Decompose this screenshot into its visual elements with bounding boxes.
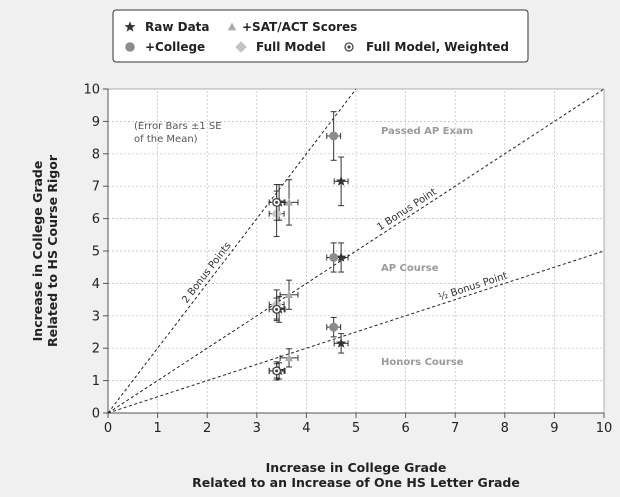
y-tick-label-0: 0 (92, 407, 100, 422)
x-tick-label-5: 5 (352, 421, 360, 436)
y-tick-label-9: 9 (92, 115, 100, 130)
x-tick-label-0: 0 (104, 421, 112, 436)
y-tick-label-4: 4 (92, 277, 100, 292)
x-tick-label-1: 1 (153, 421, 161, 436)
series-0-point-3 (335, 175, 347, 186)
series-4-point-2-dot (275, 369, 279, 373)
data-series (268, 111, 349, 381)
y-axis-title-line2: Related to HS Course Rigor (45, 154, 60, 347)
legend: Raw Data +SAT/ACT Scores +College Full Mode… (112, 9, 529, 63)
y-tick-label-7: 7 (92, 180, 100, 195)
legend-label-4: Full Model, Weighted (366, 40, 509, 54)
series-2-point-0 (329, 131, 339, 141)
axes: 0 1 2 3 4 5 6 7 8 9 10 0 1 2 3 4 5 6 7 8 9 10 (83, 83, 612, 437)
series-4-point-0 (272, 197, 282, 207)
series-4-point-2 (272, 366, 282, 376)
legend-item-4: Full Model, Weighted (344, 40, 509, 54)
legend-frame (112, 9, 529, 63)
legend-label-2: +College (145, 40, 205, 54)
y-tick-label-3: 3 (92, 309, 100, 324)
legend-marker-2 (125, 42, 135, 52)
annotations: (Error Bars ±1 SE of the Mean) Passed AP… (134, 121, 473, 368)
legend-item-3: Full Model (235, 40, 326, 54)
series-2-point-2 (329, 322, 339, 332)
x-tick-label-8: 8 (501, 421, 509, 436)
legend-item-0: Raw Data (124, 20, 210, 34)
legend-label-1: +SAT/ACT Scores (242, 20, 357, 34)
x-tick-label-4: 4 (302, 421, 310, 436)
grid (108, 89, 604, 413)
legend-marker-4 (344, 42, 354, 52)
x-axis-title-line1: Increase in College Grade (266, 460, 447, 475)
series-2-point-1 (329, 252, 339, 262)
legend-item-1: +SAT/ACT Scores (227, 20, 357, 34)
legend-marker-1 (227, 22, 237, 31)
y-tick-label-8: 8 (92, 147, 100, 162)
series-4-point-1 (272, 304, 282, 314)
legend-item-2: +College (125, 40, 205, 54)
x-axis-title-line2: Related to an Increase of One HS Letter … (192, 475, 520, 490)
series-1-point-2 (285, 353, 294, 362)
x-tick-label-10: 10 (596, 421, 613, 436)
x-tick-label-7: 7 (451, 421, 459, 436)
y-tick-label-2: 2 (92, 342, 100, 357)
series-4-point-0-dot (275, 200, 279, 204)
label-honors-course: Honors Course (381, 357, 464, 368)
reference-line-2 (107, 250, 605, 414)
legend-marker-4-dot (347, 45, 351, 49)
label-ap-course: AP Course (381, 263, 439, 274)
y-tick-label-1: 1 (92, 374, 100, 389)
legend-label-0: Raw Data (145, 20, 210, 34)
x-tick-label-6: 6 (401, 421, 409, 436)
series-2 (326, 111, 342, 338)
y-axis-title-line1: Increase in College Grade (30, 161, 45, 342)
error-note-line1: (Error Bars ±1 SE (134, 121, 222, 132)
legend-marker-0 (124, 21, 136, 32)
y-tick-label-10: 10 (83, 83, 100, 98)
reference-line-0 (107, 88, 357, 414)
x-tick-label-3: 3 (253, 421, 261, 436)
legend-label-3: Full Model (256, 40, 326, 54)
legend-marker-3 (235, 41, 247, 53)
x-tick-label-9: 9 (550, 421, 558, 436)
series-1-point-0 (285, 198, 294, 206)
series-0-point-5 (335, 337, 347, 348)
error-note-line2: of the Mean) (134, 134, 198, 145)
series-4-point-1-dot (275, 307, 279, 311)
label-passed-ap: Passed AP Exam (381, 126, 473, 137)
series-1-point-1 (285, 290, 294, 298)
series-4 (268, 184, 285, 379)
x-tick-label-2: 2 (203, 421, 211, 436)
y-tick-label-5: 5 (92, 245, 100, 260)
y-tick-label-6: 6 (92, 212, 100, 227)
